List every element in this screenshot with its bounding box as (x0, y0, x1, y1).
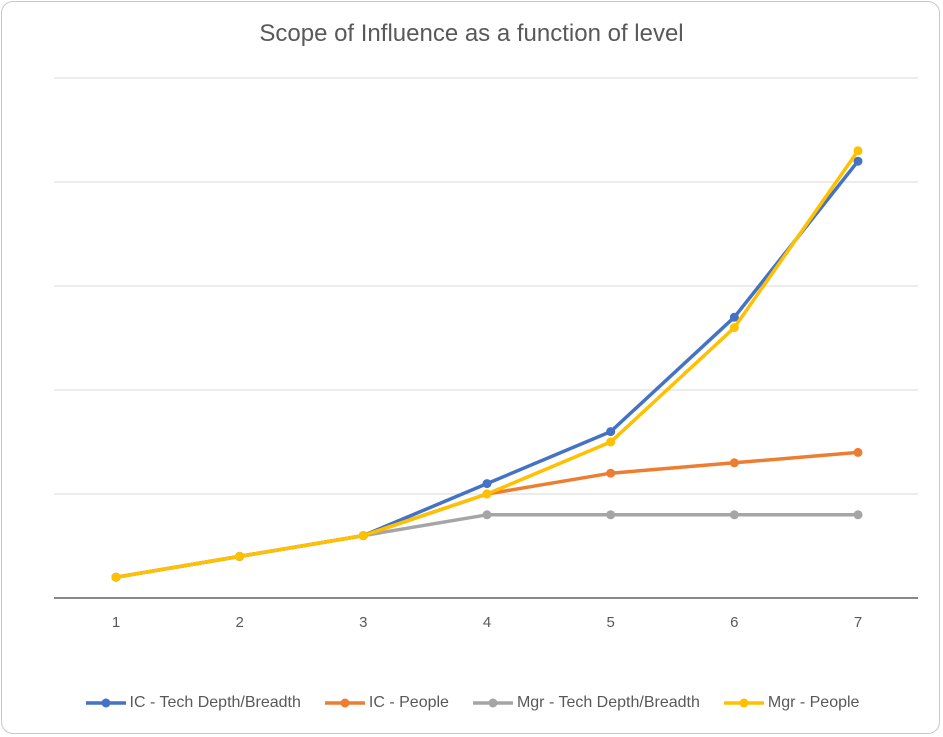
series-lines (111, 146, 863, 582)
x-tick-label: 1 (112, 614, 120, 631)
legend-item: IC - People (323, 694, 449, 712)
legend-swatch (324, 698, 365, 708)
data-point (111, 572, 121, 582)
data-point (358, 531, 368, 541)
data-point (853, 146, 863, 156)
x-tick-label: 7 (854, 614, 862, 631)
series-mgr-tech-depth-breadth (111, 510, 863, 582)
x-tick-label: 4 (483, 614, 491, 631)
legend-swatch (472, 698, 513, 708)
chart-title: Scope of Influence as a function of leve… (259, 20, 684, 47)
legend-label: IC - People (368, 694, 449, 711)
data-point (606, 437, 616, 447)
x-tick-label: 3 (359, 614, 367, 631)
data-point (729, 510, 739, 520)
data-point (853, 156, 863, 166)
legend: IC - Tech Depth/Breadth IC - People Mgr - … (0, 694, 943, 712)
gridlines (54, 77, 918, 495)
legend-item: Mgr - People (722, 694, 860, 712)
data-point (853, 510, 863, 520)
legend-swatch (723, 698, 764, 708)
legend-swatch (85, 698, 126, 708)
series-line (114, 513, 860, 579)
data-point (729, 312, 739, 322)
x-tick-labels: 1 2 3 4 5 6 7 (112, 614, 862, 631)
data-point (235, 551, 245, 561)
data-point (606, 468, 616, 478)
data-point (729, 323, 739, 333)
data-point (606, 427, 616, 437)
data-point (606, 510, 616, 520)
x-tick-label: 2 (235, 614, 243, 631)
data-point (853, 447, 863, 457)
x-tick-label: 6 (730, 614, 738, 631)
legend-item: Mgr - Tech Depth/Breadth (471, 694, 700, 712)
x-tick-label: 5 (606, 614, 614, 631)
data-point (482, 489, 492, 499)
data-point (482, 510, 492, 520)
legend-label: IC - Tech Depth/Breadth (129, 694, 301, 711)
legend-item: IC - Tech Depth/Breadth (84, 694, 301, 712)
data-point (729, 458, 739, 468)
data-point (482, 479, 492, 489)
legend-label: Mgr - People (767, 694, 860, 711)
legend-label: Mgr - Tech Depth/Breadth (516, 694, 700, 711)
series-mgr-people (111, 146, 863, 582)
